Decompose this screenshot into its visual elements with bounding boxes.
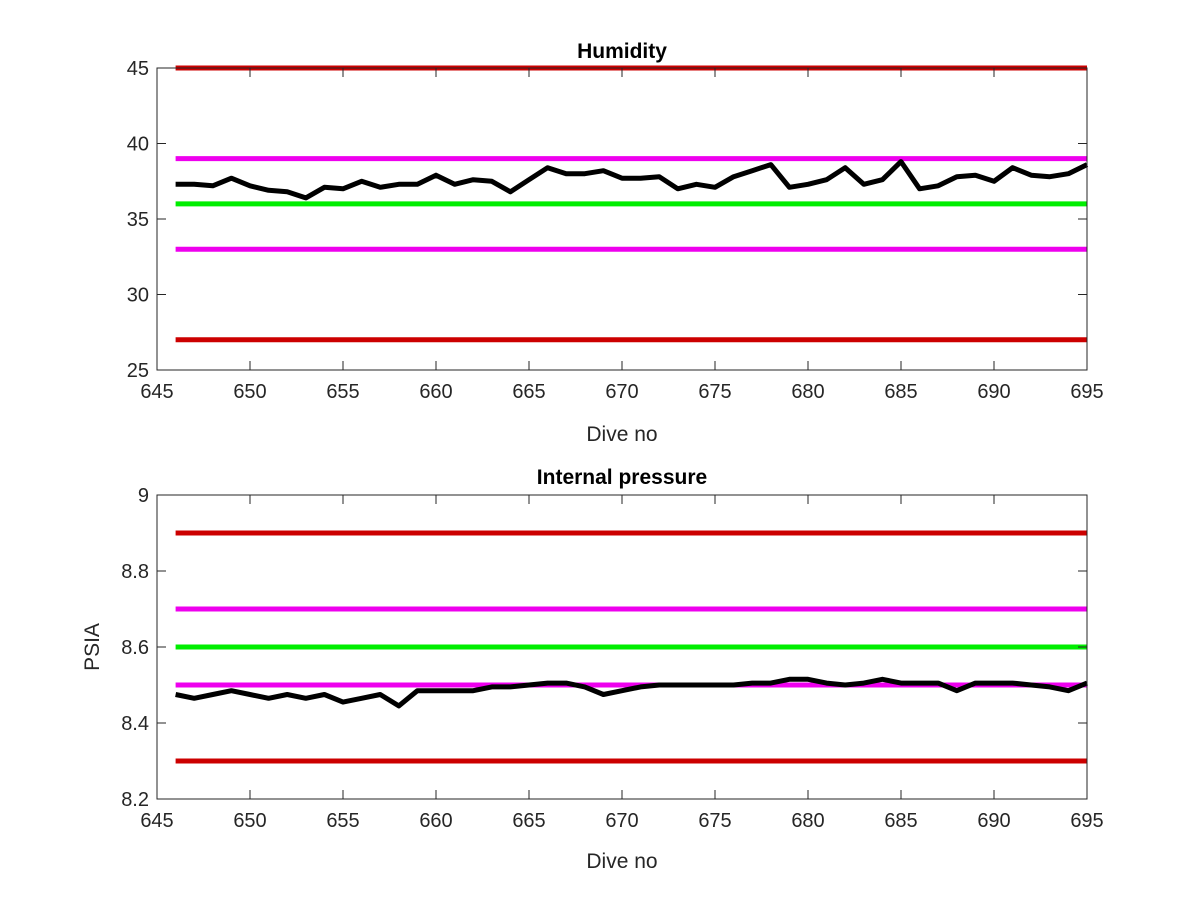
humidity-ytick-label-3: 40 (127, 134, 149, 156)
humidity-title: Humidity (577, 40, 667, 63)
pressure-xtick-label-0: 645 (140, 810, 173, 832)
pressure-title: Internal pressure (537, 466, 707, 489)
humidity-ytick-label-2: 35 (127, 209, 149, 231)
pressure-ytick-label-3: 8.8 (121, 561, 149, 583)
pressure-xtick-label-6: 675 (698, 810, 731, 832)
pressure-xtick-label-5: 670 (605, 810, 638, 832)
humidity-xtick-label-7: 680 (791, 381, 824, 403)
humidity-xtick-label-10: 695 (1070, 381, 1103, 403)
pressure-xtick-label-2: 655 (326, 810, 359, 832)
humidity-xtick-label-4: 665 (512, 381, 545, 403)
humidity-series (175, 159, 1089, 201)
humidity-xtick-label-2: 655 (326, 381, 359, 403)
pressure-ytick-label-2: 8.6 (121, 637, 149, 659)
humidity-subplot: 645 650 655 660 665 670 675 680 685 690 695 25 30 35 4… (127, 40, 1104, 446)
pressure-data-line-0 (175, 676, 1088, 709)
pressure-ytick-label-4: 9 (138, 485, 149, 507)
pressure-xtick-label-10: 695 (1070, 810, 1103, 832)
humidity-xtick-label-8: 685 (884, 381, 917, 403)
humidity-data-line-0 (175, 159, 1089, 201)
pressure-xtick-label-3: 660 (419, 810, 452, 832)
pressure-ticks: 645 650 655 660 665 670 675 680 685 690 695 8.2 8.4 8… (121, 485, 1104, 832)
pressure-xtick-label-1: 650 (233, 810, 266, 832)
humidity-xtick-label-1: 650 (233, 381, 266, 403)
humidity-xtick-label-5: 670 (605, 381, 638, 403)
pressure-subplot: 645 650 655 660 665 670 675 680 685 690 695 8.2 8.4 8… (81, 466, 1104, 873)
pressure-xlabel: Dive no (586, 850, 657, 873)
humidity-ytick-label-0: 25 (127, 360, 149, 382)
humidity-xtick-label-9: 690 (977, 381, 1010, 403)
humidity-ticks: 645 650 655 660 665 670 675 680 685 690 695 25 30 35 4… (127, 58, 1104, 403)
humidity-xtick-label-0: 645 (140, 381, 173, 403)
pressure-series (175, 676, 1088, 709)
humidity-ytick-label-4: 45 (127, 58, 149, 80)
humidity-ytick-label-1: 30 (127, 285, 149, 307)
humidity-xtick-label-3: 660 (419, 381, 452, 403)
pressure-xtick-label-7: 680 (791, 810, 824, 832)
pressure-xtick-label-9: 690 (977, 810, 1010, 832)
humidity-xlabel: Dive no (586, 423, 657, 446)
pressure-ytick-label-0: 8.2 (121, 789, 149, 811)
pressure-ytick-label-1: 8.4 (121, 713, 149, 735)
pressure-xtick-label-4: 665 (512, 810, 545, 832)
pressure-ylabel: PSIA (81, 623, 104, 671)
humidity-xtick-label-6: 675 (698, 381, 731, 403)
pressure-xtick-label-8: 685 (884, 810, 917, 832)
